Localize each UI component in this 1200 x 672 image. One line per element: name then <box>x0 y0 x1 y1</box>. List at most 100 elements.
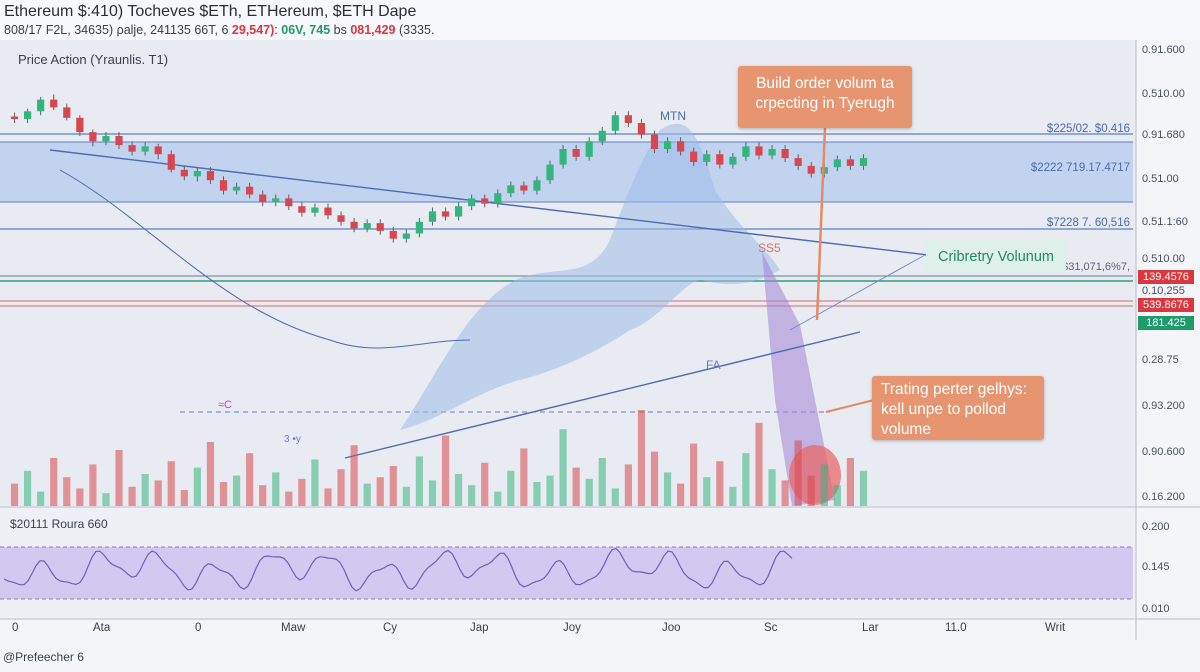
volume-bar <box>350 445 358 506</box>
candle-down <box>716 154 724 165</box>
price-tick: 0.510.00 <box>1142 88 1185 100</box>
candle-up <box>23 111 32 120</box>
candle-down <box>481 198 489 204</box>
candle-up <box>833 159 841 168</box>
volume-bar <box>781 480 789 506</box>
candle-down <box>846 159 855 166</box>
candle-up <box>663 141 672 149</box>
volume-bar <box>441 435 450 506</box>
price-tag-red: 139.4576 <box>1138 270 1194 284</box>
candle-down <box>206 171 215 181</box>
x-tick: Lar <box>862 622 879 634</box>
volume-bar <box>402 486 410 506</box>
chart-title: Ethereum $:410) Tocheves $ETh, ETHereum,… <box>4 3 417 20</box>
candle-up <box>859 158 868 166</box>
price-tick: 0.51.1:60 <box>1142 216 1188 228</box>
volume-bars <box>10 410 868 506</box>
volume-bar <box>820 464 828 506</box>
candle-down <box>259 194 267 203</box>
rsi-tick: 0.010 <box>1142 603 1170 615</box>
candle-down <box>76 117 84 133</box>
candle-up <box>703 154 711 162</box>
candle-down <box>807 165 815 174</box>
candle-down <box>89 132 97 142</box>
candle-down <box>650 134 659 149</box>
volume-bar <box>128 486 136 506</box>
volume-bar <box>246 453 254 506</box>
volume-bar <box>193 467 201 506</box>
volume-bar <box>454 474 463 506</box>
highlight-circle <box>789 445 841 505</box>
candle-up <box>363 223 371 229</box>
volume-bar <box>141 474 149 506</box>
candle-down <box>154 146 162 155</box>
volume-bar <box>846 458 855 506</box>
stats-separator-2: bs <box>330 23 351 37</box>
level-label-3: $7228 7. 60,516 <box>1047 217 1130 229</box>
volume-bar <box>154 480 162 506</box>
ma-marker-label: ≈C <box>218 399 232 411</box>
candle-up <box>468 198 476 207</box>
volume-bar <box>624 464 632 506</box>
volume-bar <box>677 483 685 506</box>
volume-bar <box>50 458 58 506</box>
candle-up <box>559 149 567 165</box>
volume-bar <box>533 482 541 506</box>
price-tick: 0.93.200 <box>1142 400 1185 412</box>
volume-bar <box>468 485 476 506</box>
downtrend-line <box>49 149 996 264</box>
candle-down <box>324 207 332 216</box>
volume-bar <box>768 469 776 506</box>
price-chart[interactable]: Price Action (Yraunlis. T1) ≈C 3 •y MTN … <box>0 40 1200 650</box>
drop-marker-label: SS5 <box>758 241 781 255</box>
candle-up <box>729 156 737 165</box>
candle-up <box>598 130 606 142</box>
x-tick: Writ <box>1045 622 1066 634</box>
candle-down <box>167 154 175 170</box>
candle-down <box>180 169 188 177</box>
volume-bar <box>285 491 293 506</box>
x-tick: Joy <box>563 622 581 634</box>
candle-down <box>376 223 384 231</box>
candle-down <box>298 206 306 213</box>
volume-bar <box>507 470 515 506</box>
volume-bar <box>37 491 45 506</box>
volume-bar <box>794 440 802 506</box>
wedge-marker-label: FA <box>706 358 721 372</box>
volume-bar <box>389 466 397 506</box>
volume-bar <box>337 469 345 506</box>
candle-down <box>637 123 646 135</box>
candle-up <box>37 99 45 112</box>
candle-down <box>572 149 580 157</box>
candle-down <box>337 215 345 222</box>
volume-bar <box>755 422 763 506</box>
volume-bar <box>102 493 110 506</box>
peak-marker-label: MTN <box>660 109 686 123</box>
price-tick: 0.90.600 <box>1142 446 1185 458</box>
candle-down <box>50 99 58 108</box>
candle-up <box>402 233 410 239</box>
price-tag-green: 181.425 <box>1138 316 1194 330</box>
candle-up <box>546 164 554 181</box>
candle-up <box>454 206 463 217</box>
x-tick: Cy <box>383 622 397 634</box>
price-tick: 0.91.680 <box>1142 129 1185 141</box>
volume-bar <box>363 483 371 506</box>
candle-down <box>246 186 254 195</box>
candle-down <box>755 146 763 156</box>
rsi-band <box>0 547 1133 599</box>
candle-up <box>428 211 437 222</box>
candle-up <box>193 171 201 177</box>
candle-down <box>389 230 397 239</box>
volume-bar <box>494 491 502 506</box>
candle-down <box>350 221 358 229</box>
level-label-2: $2222 719.17.4717 <box>1031 162 1130 174</box>
rsi-panel-label: $20111 Roura 660 <box>10 517 108 531</box>
x-tick: 0 <box>195 622 201 634</box>
rsi-line <box>3 547 793 592</box>
volume-bar <box>167 461 175 506</box>
volume-bar <box>311 459 319 506</box>
recovery-line <box>789 254 926 331</box>
footer-credit: @Prefeecher 6 <box>3 650 84 664</box>
volume-bar <box>559 429 567 506</box>
